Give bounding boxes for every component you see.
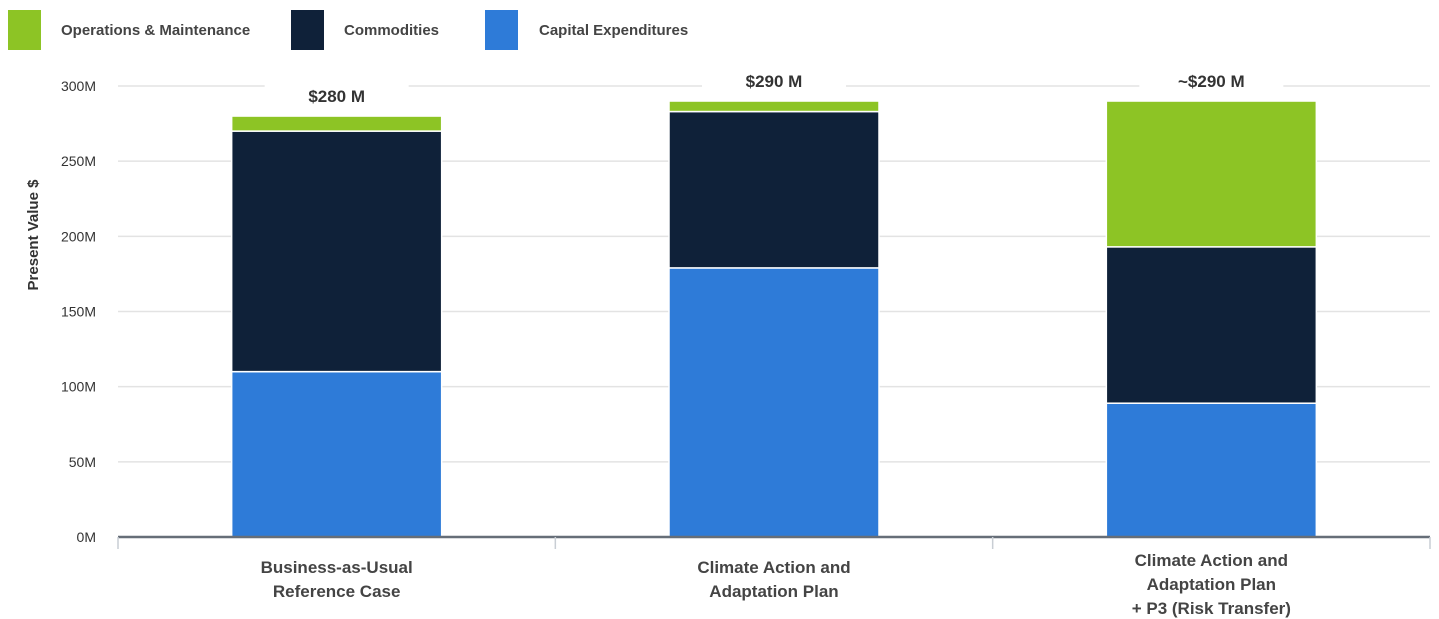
legend-swatch: [485, 10, 518, 50]
total-label-backdrop: [264, 82, 409, 109]
x-axis: Business-as-Usual Reference Case Climate A…: [117, 535, 1431, 618]
legend-swatch: [291, 10, 324, 50]
y-tick-label: 100M: [61, 379, 96, 395]
y-tick-label: 250M: [61, 153, 96, 169]
legend-label: Operations & Maintenance: [61, 22, 250, 39]
x-category-label: Climate Action and Adaptation Plan + P3 (R…: [1132, 551, 1291, 618]
total-label-backdrop: [702, 67, 846, 94]
y-axis-ticks: 0M 50M 100M 150M 200M 250M 300M: [61, 78, 96, 545]
x-category-label: Climate Action and Adaptation Plan: [697, 558, 850, 601]
bar-segment-commodities: [668, 110, 880, 269]
y-tick-label: 0M: [77, 529, 96, 545]
total-labels: $280 M $290 M ~$290 M: [264, 67, 1284, 109]
bar-segment-operations-maintenance: [230, 115, 443, 132]
total-label: $290 M: [746, 72, 803, 91]
bar-segment-capital-expenditures: [1105, 402, 1318, 538]
bar-segment-capital-expenditures: [668, 267, 880, 538]
bar-segment-capital-expenditures: [230, 370, 443, 538]
y-axis-label: Present Value $: [25, 179, 42, 291]
total-label-backdrop: [1139, 67, 1284, 94]
y-tick-label: 300M: [61, 78, 96, 94]
legend-swatch: [8, 10, 41, 50]
y-tick-label: 200M: [61, 228, 96, 244]
total-label: ~$290 M: [1178, 72, 1245, 91]
legend: Operations & Maintenance Commodities Capit…: [8, 10, 688, 50]
total-label: $280 M: [308, 87, 365, 106]
bars: [230, 100, 1318, 538]
y-tick-label: 150M: [61, 304, 96, 320]
legend-label: Capital Expenditures: [539, 22, 688, 39]
y-tick-label: 50M: [69, 454, 96, 470]
bar-segment-commodities: [230, 130, 443, 373]
bar-segment-operations-maintenance: [668, 100, 880, 113]
legend-label: Commodities: [344, 22, 439, 39]
x-category-label: Business-as-Usual Reference Case: [261, 558, 413, 601]
bar-segment-operations-maintenance: [1105, 100, 1318, 248]
bar-segment-commodities: [1105, 246, 1318, 404]
